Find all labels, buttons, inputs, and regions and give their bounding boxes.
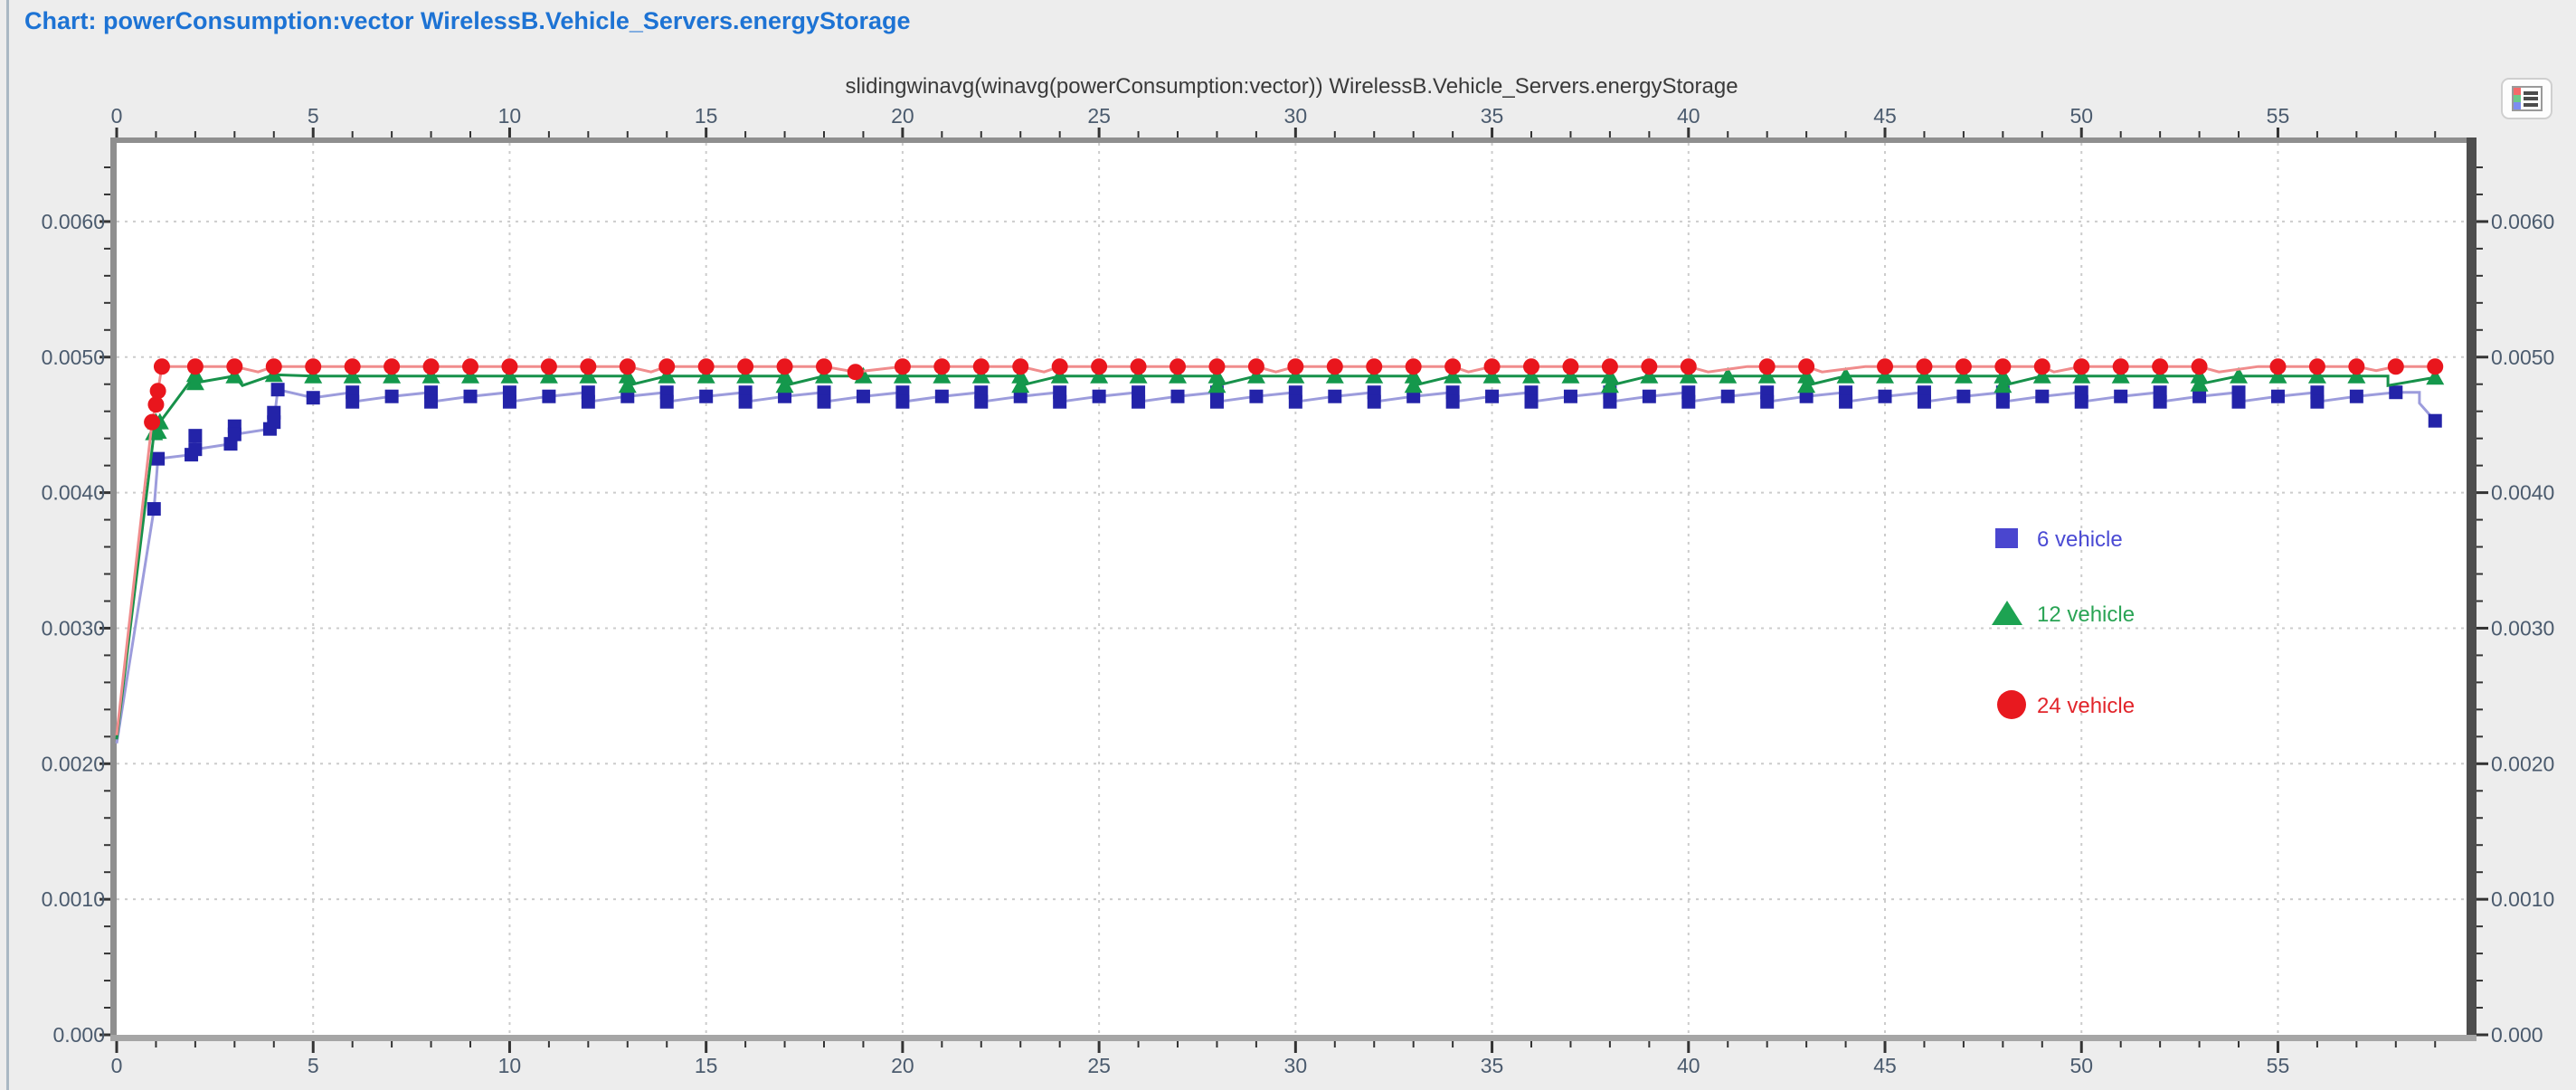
svg-text:5: 5: [308, 104, 319, 128]
chart-subtitle: slidingwinavg(winavg(powerConsumption:ve…: [845, 74, 1738, 99]
svg-text:0.0040: 0.0040: [42, 481, 105, 505]
chart-title: Chart: powerConsumption:vector WirelessB…: [24, 7, 911, 34]
svg-text:50: 50: [2069, 1054, 2093, 1077]
svg-text:45: 45: [1873, 104, 1897, 128]
svg-text:0.0050: 0.0050: [42, 346, 105, 369]
window-left-border: [6, 0, 9, 1090]
plot-area: [117, 143, 2467, 1035]
svg-text:30: 30: [1284, 104, 1308, 128]
svg-text:0: 0: [111, 104, 123, 128]
svg-text:0.0010: 0.0010: [2491, 887, 2554, 911]
svg-text:0.0050: 0.0050: [2491, 346, 2554, 369]
svg-text:24 vehicle: 24 vehicle: [2037, 694, 2135, 718]
legend-item-6-vehicle: 6 vehicle: [1995, 527, 2123, 552]
gridlines: [117, 143, 2467, 1035]
svg-text:35: 35: [1481, 104, 1504, 128]
svg-text:55: 55: [2267, 104, 2290, 128]
svg-text:25: 25: [1087, 104, 1111, 128]
legend-item-12-vehicle: 12 vehicle: [1992, 601, 2135, 627]
legend-item-24-vehicle: 24 vehicle: [1997, 690, 2135, 719]
svg-text:10: 10: [498, 1054, 522, 1077]
svg-text:20: 20: [891, 104, 914, 128]
svg-text:35: 35: [1481, 1054, 1504, 1077]
svg-text:0.0060: 0.0060: [42, 210, 105, 233]
svg-text:5: 5: [308, 1054, 319, 1077]
legend-toggle-button[interactable]: [2501, 78, 2552, 119]
svg-text:20: 20: [891, 1054, 914, 1077]
series-24-vehicle: [115, 358, 2444, 735]
svg-text:0.0060: 0.0060: [2491, 210, 2554, 233]
svg-text:0.0010: 0.0010: [42, 887, 105, 911]
svg-text:50: 50: [2069, 104, 2093, 128]
legend-icon: [2511, 86, 2543, 111]
svg-text:0: 0: [111, 1054, 123, 1077]
svg-text:55: 55: [2267, 1054, 2290, 1077]
svg-text:0.0040: 0.0040: [2491, 481, 2554, 505]
svg-text:15: 15: [695, 104, 718, 128]
svg-text:0.0030: 0.0030: [42, 616, 105, 640]
svg-text:40: 40: [1677, 1054, 1700, 1077]
series-12-vehicle: [115, 365, 2445, 740]
axis-ticks: [99, 128, 2488, 1053]
svg-text:45: 45: [1873, 1054, 1897, 1077]
svg-text:30: 30: [1284, 1054, 1308, 1077]
svg-text:25: 25: [1087, 1054, 1111, 1077]
svg-text:0.0030: 0.0030: [2491, 616, 2554, 640]
svg-text:40: 40: [1677, 104, 1700, 128]
series-6-vehicle: [115, 383, 2442, 744]
svg-text:12 vehicle: 12 vehicle: [2037, 602, 2135, 627]
svg-text:10: 10: [498, 104, 522, 128]
svg-text:0.000: 0.000: [52, 1023, 105, 1047]
svg-text:15: 15: [695, 1054, 718, 1077]
svg-text:0.0020: 0.0020: [42, 752, 105, 775]
svg-text:0.0020: 0.0020: [2491, 752, 2554, 775]
svg-text:0.000: 0.000: [2491, 1023, 2543, 1047]
axis-frame: [110, 137, 2477, 1041]
axis-tick-labels: 0055101015152020252530303535404045455050…: [42, 104, 2555, 1077]
svg-text:6 vehicle: 6 vehicle: [2037, 527, 2123, 552]
